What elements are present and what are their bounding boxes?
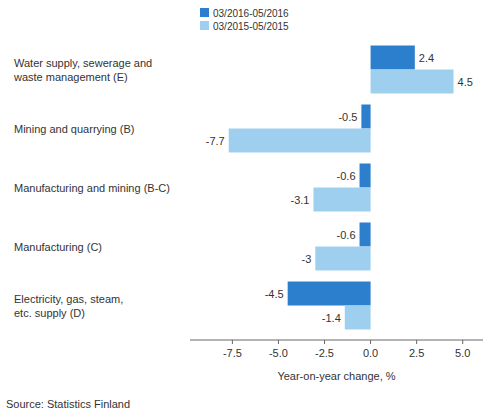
data-label: 2.4 xyxy=(419,52,434,64)
legend-label: 03/2016-05/2016 xyxy=(213,8,289,19)
bar xyxy=(360,164,371,188)
x-tick-label: 2.5 xyxy=(409,347,424,359)
bar xyxy=(361,105,370,129)
x-tick-label: 0.0 xyxy=(363,347,378,359)
x-tick-label: 5.0 xyxy=(455,347,470,359)
data-label: -0.6 xyxy=(337,170,356,182)
bar xyxy=(371,46,415,70)
bars xyxy=(229,46,454,330)
category-label: Electricity, gas, steam,etc. supply (D) xyxy=(14,293,123,319)
chart: 03/2016-05/2016 03/2015-05/2015 2.4 -0.5 -0.… xyxy=(0,0,493,416)
data-label: -4.5 xyxy=(265,288,284,300)
x-tick xyxy=(324,340,325,344)
x-tick-label: -5.0 xyxy=(269,347,288,359)
legend-label: 03/2015-05/2015 xyxy=(213,21,289,32)
data-label: -1.4 xyxy=(322,312,341,324)
data-labels: 2.4 -0.5 -0.6 -0.6 -4.5 4.5 -7.7 -3.1 -3 -1.4 xyxy=(206,52,473,324)
bar xyxy=(371,70,454,94)
data-label: -0.6 xyxy=(337,229,356,241)
x-tick xyxy=(278,340,279,344)
data-label: -7.7 xyxy=(206,135,225,147)
x-tick-label: -7.5 xyxy=(223,347,242,359)
bar xyxy=(229,129,371,153)
category-label: Manufacturing and mining (B-C) xyxy=(14,182,170,194)
category-label: Mining and quarrying (B) xyxy=(14,123,134,135)
source: Source: Statistics Finland xyxy=(6,398,130,410)
x-axis xyxy=(190,340,483,341)
data-label: 4.5 xyxy=(458,76,473,88)
x-tick xyxy=(232,340,233,344)
x-tick xyxy=(462,340,463,344)
bar xyxy=(288,282,371,306)
legend-swatch xyxy=(200,21,209,30)
bar xyxy=(360,223,371,247)
bar xyxy=(345,306,371,330)
x-axis-label: Year-on-year change, % xyxy=(277,370,395,382)
legend-swatch xyxy=(200,8,209,17)
x-tick xyxy=(370,340,371,344)
x-tick xyxy=(416,340,417,344)
data-label: -0.5 xyxy=(338,111,357,123)
data-label: -3 xyxy=(302,253,312,265)
bar xyxy=(315,247,370,271)
bar xyxy=(313,188,370,212)
category-label: Water supply, sewerage andwaste manageme… xyxy=(13,57,152,83)
data-label: -3.1 xyxy=(290,194,309,206)
x-tick-label: -2.5 xyxy=(315,347,334,359)
category-label: Manufacturing (C) xyxy=(14,241,102,253)
